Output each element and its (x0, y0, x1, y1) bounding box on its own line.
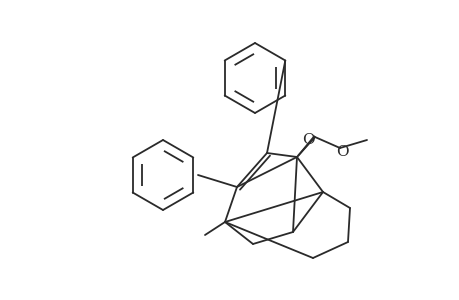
Text: O: O (301, 133, 313, 147)
Text: O: O (335, 145, 347, 159)
